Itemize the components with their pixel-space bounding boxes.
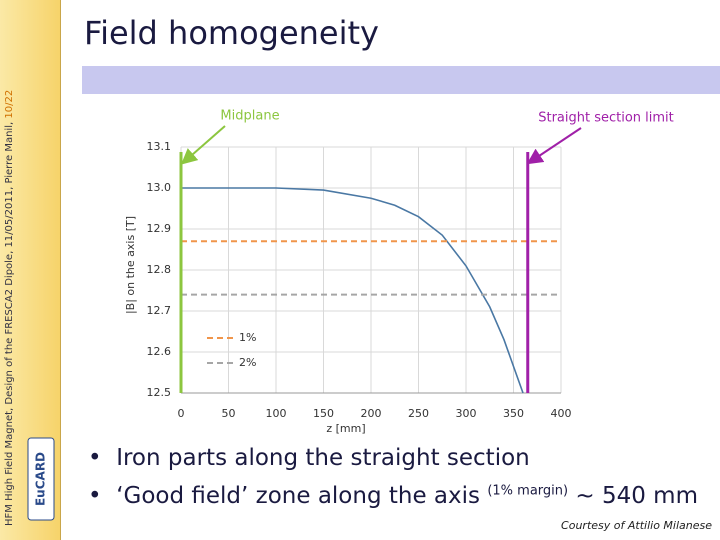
marker-arrow xyxy=(526,127,582,165)
sidebar: HFM High Field Magnet, Design of the FRE… xyxy=(0,0,61,540)
series-line xyxy=(181,187,524,394)
bullet-sup: (1% margin) xyxy=(487,483,569,499)
logo: EuCARD xyxy=(27,437,55,521)
x-tick-label: 50 xyxy=(222,407,236,420)
y-axis-label: |B| on the axis [T] xyxy=(124,216,137,314)
bullet-tail: ~ 540 mm xyxy=(575,483,698,509)
x-tick-label: 250 xyxy=(408,407,429,420)
marker-arrow xyxy=(180,125,226,165)
credit: Courtesy of Attilio Milanese xyxy=(561,519,712,532)
x-tick-label: 100 xyxy=(266,407,287,420)
y-tick-label: 12.6 xyxy=(147,345,172,358)
logo-text: EuCARD xyxy=(34,452,48,506)
marker-label: Straight section limit xyxy=(538,111,674,126)
bullet: • ‘Good field’ zone along the axis (1% m… xyxy=(88,483,698,509)
x-tick-label: 0 xyxy=(178,407,185,420)
bullet: • Iron parts along the straight section xyxy=(88,445,530,471)
x-tick-label: 350 xyxy=(503,407,524,420)
x-tick-label: 150 xyxy=(313,407,334,420)
legend-label: 1% xyxy=(239,331,256,344)
x-tick-label: 300 xyxy=(456,407,477,420)
x-tick-label: 400 xyxy=(551,407,572,420)
y-tick-label: 12.5 xyxy=(147,386,172,399)
marker-label: Midplane xyxy=(220,109,279,124)
slide-title: Field homogeneity xyxy=(84,14,379,52)
y-tick-label: 12.9 xyxy=(147,222,172,235)
x-axis-label: z [mm] xyxy=(326,422,365,435)
y-tick-label: 13.1 xyxy=(147,140,172,153)
y-tick-label: 12.8 xyxy=(147,263,172,276)
y-tick-label: 13.0 xyxy=(147,181,172,194)
bullet-text: Iron parts along the straight section xyxy=(116,445,530,471)
y-tick-label: 12.7 xyxy=(147,304,172,317)
legend-label: 2% xyxy=(239,356,256,369)
title-band xyxy=(82,66,720,94)
x-tick-label: 200 xyxy=(361,407,382,420)
bullet-text: ‘Good field’ zone along the axis xyxy=(116,483,481,509)
